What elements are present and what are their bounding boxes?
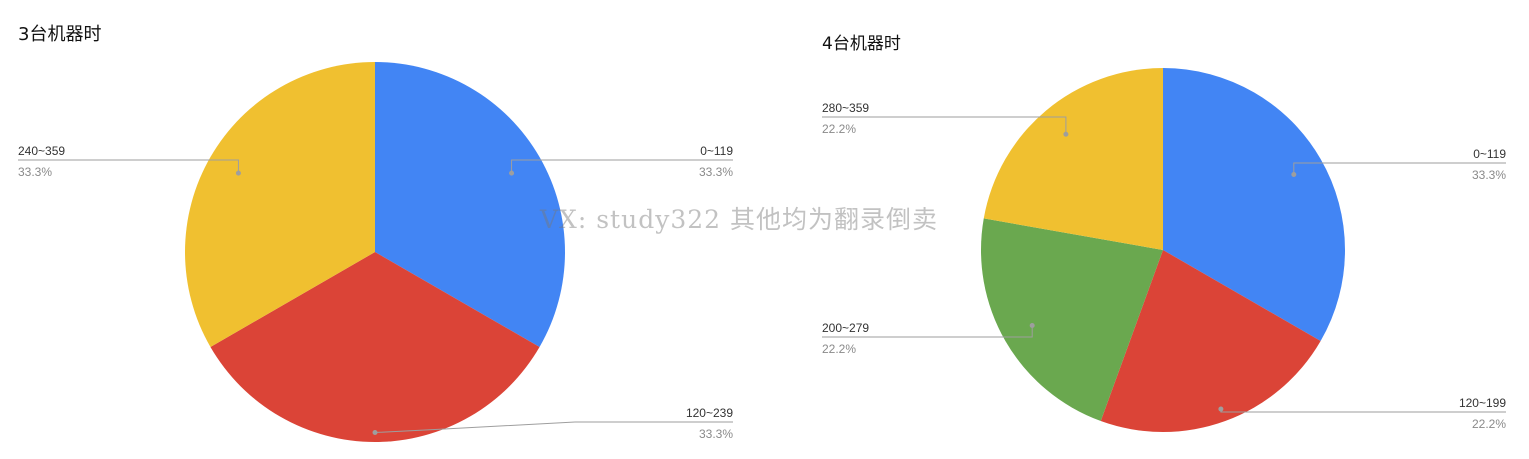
pie-svg: 0~119 33.3% 120~199 22.2% 200~279 22.2% 280~35… [822,68,1506,432]
leader-line [18,159,239,174]
leader-dot [1218,406,1224,412]
leader-dot [1063,131,1069,137]
leader-line [374,421,733,433]
pie-slices [981,68,1345,432]
leader-line [1293,162,1506,175]
pie-slice-0~119 [1163,68,1345,341]
slice-label: 280~359 [822,101,869,115]
slice-labels: 0~119 33.3% 120~239 33.3% 240~359 33.3% [18,144,733,441]
slice-percent: 22.2% [822,122,856,136]
leader-line [822,116,1067,135]
leader-dot [235,170,241,176]
chart-title: 3台机器时 [18,24,102,45]
slice-percent: 22.2% [1472,417,1506,431]
slice-label: 120~199 [1459,396,1506,410]
slice-label: 0~119 [1473,147,1506,161]
slice-label: 240~359 [18,144,65,158]
pie-chart-4-machines: 4台机器时 0~119 33.3% 120~199 22.2% 200~279 22.2%… [764,0,1529,459]
slice-percent: 33.3% [699,165,733,179]
watermark-text: VX: study322 其他均为翻录倒卖 [540,205,938,234]
leader-line [511,159,733,174]
slice-labels: 0~119 33.3% 120~199 22.2% 200~279 22.2% 280~35… [822,101,1506,431]
pie-slice-0~119 [375,62,565,347]
slice-percent: 33.3% [699,427,733,441]
slice-percent: 33.3% [1472,168,1506,182]
slice-percent: 33.3% [18,165,52,179]
pie-slice-280~359 [983,68,1163,250]
leader-dot [509,170,515,176]
leader-dot [372,430,378,435]
chart-title: 4台机器时 [822,34,901,54]
leader-line [822,325,1033,338]
pie-svg: 0~119 33.3% 120~239 33.3% 240~359 33.3% [18,62,733,442]
pie-slice-120~199 [1100,250,1321,432]
slice-label: 0~119 [700,144,733,158]
leader-dot [1029,323,1035,329]
pie-slice-200~279 [981,218,1163,422]
slice-label: 120~239 [686,406,733,420]
pie-slices [185,62,565,442]
slice-percent: 22.2% [822,342,856,356]
pie-slice-240~359 [185,62,375,347]
leader-dot [1291,171,1297,177]
pie-chart-3-machines: 3台机器时 0~119 33.3% 120~239 33.3% 240~359 33.3% [0,0,764,459]
slice-label: 200~279 [822,321,869,335]
pie-slice-120~239 [210,252,540,442]
